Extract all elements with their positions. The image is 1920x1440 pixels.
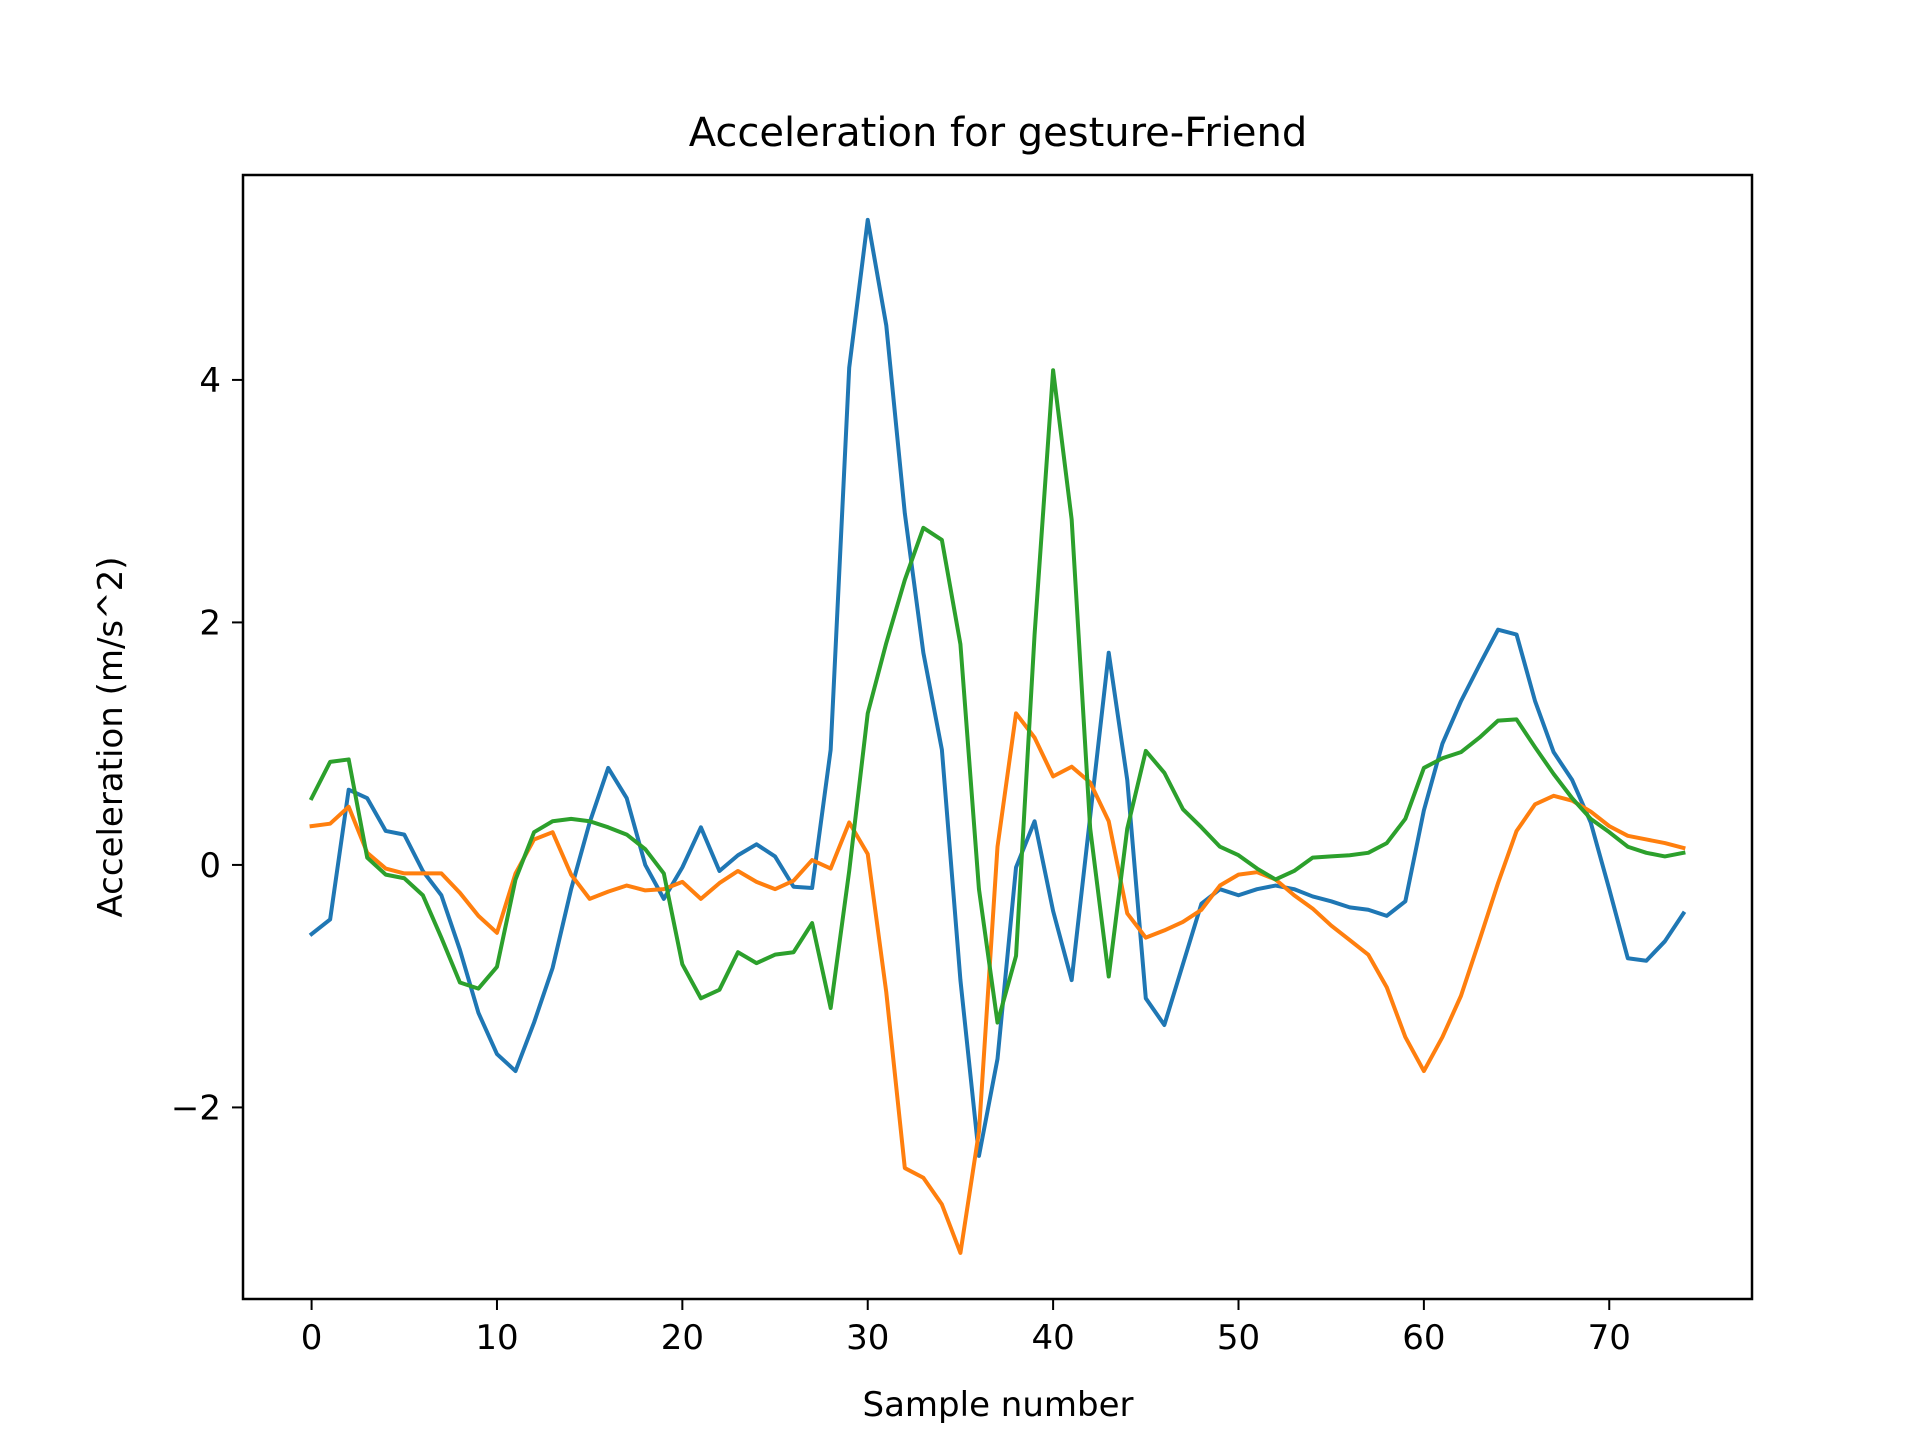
- series-line-1: [308, 217, 1687, 1158]
- x-tick-label: 40: [1031, 1318, 1074, 1358]
- x-tick-label: 60: [1402, 1318, 1445, 1358]
- y-axis: −2 0 2 4: [171, 361, 243, 1128]
- x-axis: 0 10 20 30 40 50 60 70: [301, 1299, 1631, 1358]
- x-tick-label: 70: [1588, 1318, 1631, 1358]
- y-tick-label: −2: [171, 1088, 221, 1128]
- x-tick-label: 30: [846, 1318, 889, 1358]
- series-line-3: [308, 368, 1686, 1025]
- y-tick-label: 2: [199, 603, 221, 643]
- plot-area-frame: [241, 173, 1754, 1301]
- series-line-2: [309, 711, 1686, 1255]
- y-tick-label: 4: [199, 361, 221, 401]
- x-tick-label: 10: [475, 1318, 518, 1358]
- x-tick-label: 20: [661, 1318, 704, 1358]
- series-layer: [308, 217, 1687, 1255]
- x-axis-label: Sample number: [863, 1385, 1134, 1425]
- y-axis-label: Acceleration (m/s^2): [91, 556, 131, 917]
- y-tick-label: 0: [199, 846, 221, 886]
- chart-title: Acceleration for gesture-Friend: [689, 110, 1307, 156]
- x-tick-label: 50: [1217, 1318, 1260, 1358]
- x-tick-label: 0: [301, 1318, 323, 1358]
